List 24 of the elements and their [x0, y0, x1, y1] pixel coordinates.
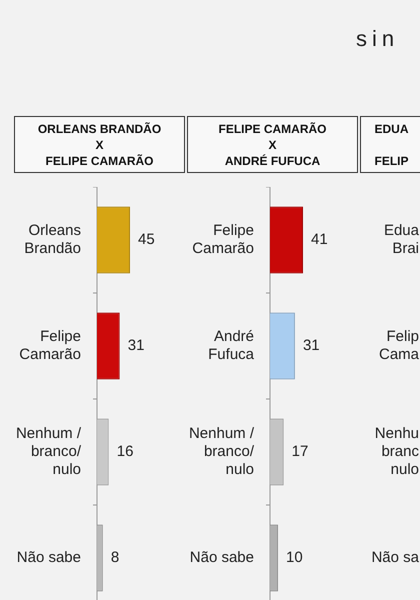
text: Felip Cama	[378, 328, 420, 364]
y-tick-label: Nenhum / branco/ nulo	[188, 425, 255, 478]
data-label: 41	[311, 231, 328, 248]
data-label: 16	[116, 443, 134, 460]
text: sin	[356, 26, 400, 52]
data-label: 10	[286, 549, 303, 566]
chart-title: EDUA FELIP	[374, 122, 408, 168]
y-tick-label: Não sabe	[16, 549, 81, 566]
data-label: 17	[292, 443, 308, 460]
chart-title: FELIPE CAMARÃO X ANDRÉ FUFUCA	[187, 116, 358, 173]
data-label: 8	[110, 549, 120, 566]
y-tick-label: Orleans Brandão	[24, 222, 81, 258]
chart-title: ORLEANS BRANDÃO X FELIPE CAMARÃO	[14, 116, 185, 173]
y-tick-label: Felipe Camarão	[192, 222, 254, 258]
text: Não sa	[371, 549, 420, 567]
data-label: 31	[302, 337, 320, 354]
data-label: 31	[128, 337, 144, 354]
y-tick-label: André Fufuca	[208, 328, 255, 364]
y-tick-label: Nenhum / branco/ nulo	[16, 425, 82, 478]
y-tick-label: Não sabe	[190, 549, 254, 566]
text: Nenhu branc nulo	[374, 425, 420, 479]
y-tick-label: Felipe Camarão	[19, 328, 81, 364]
text: Edua Brai	[384, 222, 420, 258]
data-label: 45	[138, 231, 155, 248]
